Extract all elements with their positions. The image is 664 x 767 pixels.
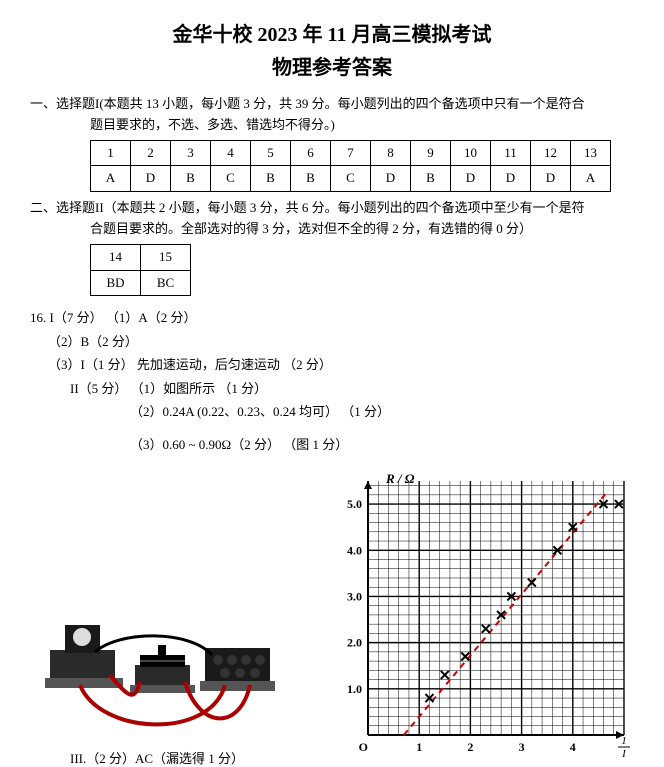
page-title: 金华十校 2023 年 11 月高三模拟考试 (30, 18, 634, 47)
table-cell-num: 8 (371, 140, 411, 166)
q16-l5: （2）0.24A (0.22、0.23、0.24 均可） （1 分） (130, 400, 634, 423)
table-cell-num: 3 (171, 140, 211, 166)
table-cell-num: 7 (331, 140, 371, 166)
table-cell-ans: B (291, 166, 331, 192)
table-cell-ans: D (491, 166, 531, 192)
svg-text:R / Ω: R / Ω (385, 471, 415, 486)
svg-text:3.0: 3.0 (347, 589, 362, 603)
section-1-label2: 题目要求的，不选、多选、错选均不得分。) (90, 115, 634, 136)
table-cell-num: 5 (251, 140, 291, 166)
table-cell-ans: D (451, 166, 491, 192)
section-2-label2: 合题目要求的。全部选对的得 3 分，选对但不全的得 2 分，有选错的得 0 分） (90, 219, 634, 240)
svg-text:1: 1 (621, 735, 627, 747)
q16-l7: III.（2 分）AC（漏选得 1 分） (70, 748, 280, 767)
left-column: III.（2 分）AC（漏选得 1 分） (30, 570, 280, 767)
svg-text:5.0: 5.0 (347, 497, 362, 511)
q16-l4: II（5 分） （1）如图所示 （1 分） (70, 377, 634, 400)
table-cell-ans: C (331, 166, 371, 192)
scatter-chart: 1.02.03.04.05.0O1234R / Ω1I/ A⁻¹ (324, 463, 634, 767)
table-cell-num: 10 (451, 140, 491, 166)
table-cell-ans: B (411, 166, 451, 192)
table-cell-num: 6 (291, 140, 331, 166)
page-subtitle: 物理参考答案 (30, 51, 634, 80)
table-cell-ans: D (371, 166, 411, 192)
table-cell-ans: A (91, 166, 131, 192)
question-16: 16. I（7 分） （1）A（2 分） （2）B（2 分） （3）I（1 分）… (30, 306, 634, 456)
table-cell-num: 9 (411, 140, 451, 166)
table-cell-num: 12 (531, 140, 571, 166)
answer-table-1: 12345678910111213 ADBCBBCDBDDDA (90, 140, 611, 193)
section-2: 二、选择题II（本题共 2 小题，每小题 3 分，共 6 分。每小题列出的四个备… (30, 198, 634, 296)
answer-table-2: 1415 BDBC (90, 244, 191, 297)
section-1: 一、选择题I(本题共 13 小题，每小题 3 分，共 39 分。每小题列出的四个… (30, 94, 634, 192)
q16-l6: （3）0.60 ~ 0.90Ω（2 分） （图 1 分） (130, 433, 634, 456)
table-cell-num: 15 (141, 244, 191, 270)
table-cell-ans: B (171, 166, 211, 192)
table-cell-num: 13 (571, 140, 611, 166)
table-cell-num: 11 (491, 140, 531, 166)
svg-text:I: I (621, 748, 627, 760)
q16-l1: 16. I（7 分） （1）A（2 分） (30, 306, 634, 329)
table-cell-num: 1 (91, 140, 131, 166)
table-cell-ans: D (131, 166, 171, 192)
q16-l2: （2）B（2 分） (48, 330, 634, 353)
table-cell-ans: A (571, 166, 611, 192)
circuit-photo (40, 570, 280, 740)
section-2-label: 二、选择题II（本题共 2 小题，每小题 3 分，共 6 分。每小题列出的四个备… (30, 198, 634, 219)
svg-text:4.0: 4.0 (347, 543, 362, 557)
svg-text:2.0: 2.0 (347, 635, 362, 649)
section-1-label: 一、选择题I(本题共 13 小题，每小题 3 分，共 39 分。每小题列出的四个… (30, 94, 634, 115)
table-cell-ans: B (251, 166, 291, 192)
table-cell-num: 14 (91, 244, 141, 270)
table-cell-ans: BC (141, 270, 191, 296)
svg-text:1.0: 1.0 (347, 682, 362, 696)
table-cell-ans: D (531, 166, 571, 192)
table-cell-ans: BD (91, 270, 141, 296)
figure-row: III.（2 分）AC（漏选得 1 分） 1.02.03.04.05.0O123… (30, 463, 634, 767)
table-cell-ans: C (211, 166, 251, 192)
table-cell-num: 4 (211, 140, 251, 166)
table-cell-num: 2 (131, 140, 171, 166)
q16-l3: （3）I（1 分） 先加速运动，后匀速运动 （2 分） (48, 353, 634, 376)
